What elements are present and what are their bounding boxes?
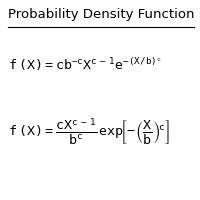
Text: $\mathtt{f\,(X)=cb^{-c}X^{c\,-\,1}e^{-(X/b)^{c}}}$: $\mathtt{f\,(X)=cb^{-c}X^{c\,-\,1}e^{-(X… (8, 56, 162, 73)
Text: $\mathtt{f\,(X)=\dfrac{cX^{c\,-\,1}}{b^{c}}\,exp\!\left[\!-\!\left(\dfrac{X}{b}\: $\mathtt{f\,(X)=\dfrac{cX^{c\,-\,1}}{b^{… (8, 116, 170, 147)
Text: Probability Density Function: Probability Density Function (8, 8, 194, 21)
